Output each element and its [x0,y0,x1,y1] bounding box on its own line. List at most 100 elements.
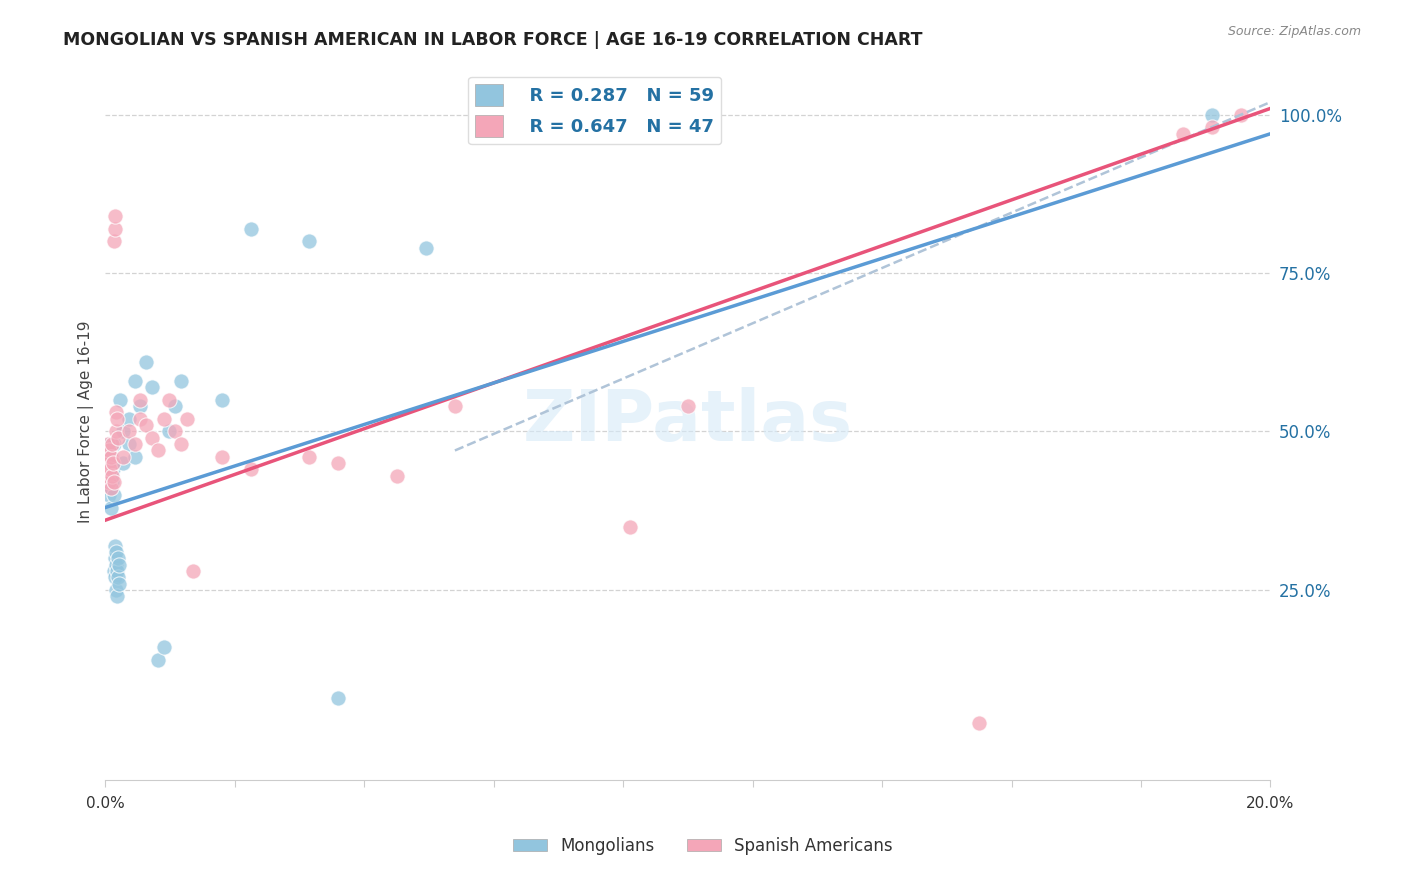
Point [118,412,141,426]
Point [103,235,125,249]
Point [104,209,127,223]
Point [1201,120,1223,135]
Point [105,405,128,419]
Y-axis label: In Labor Force | Age 16-19: In Labor Force | Age 16-19 [79,321,94,524]
Point [101,456,124,470]
Point [129,392,152,407]
Point [101,450,124,464]
Point [98,437,121,451]
Point [96,450,118,464]
Point [118,425,141,439]
Point [98,475,121,490]
Point [328,456,350,470]
Point [100,482,122,496]
Point [101,475,124,490]
Point [96,475,118,490]
Point [101,468,124,483]
Point [967,715,990,730]
Point [96,462,118,476]
Point [135,355,157,369]
Text: 0.0%: 0.0% [86,796,125,811]
Point [240,462,263,476]
Point [96,468,118,483]
Text: 20.0%: 20.0% [1246,796,1295,811]
Point [124,450,146,464]
Point [97,450,120,464]
Point [1230,108,1253,122]
Point [105,589,128,603]
Point [111,450,134,464]
Point [97,437,120,451]
Point [298,450,321,464]
Point [98,462,121,476]
Point [118,437,141,451]
Point [240,221,263,235]
Point [96,462,118,476]
Point [1201,108,1223,122]
Text: MONGOLIAN VS SPANISH AMERICAN IN LABOR FORCE | AGE 16-19 CORRELATION CHART: MONGOLIAN VS SPANISH AMERICAN IN LABOR F… [63,31,922,49]
Point [165,399,187,413]
Point [100,482,122,496]
Legend:   R = 0.287   N = 59,   R = 0.647   N = 47: R = 0.287 N = 59, R = 0.647 N = 47 [468,77,721,145]
Point [101,437,124,451]
Point [107,551,129,566]
Point [97,488,120,502]
Point [100,500,122,515]
Point [104,551,127,566]
Point [111,425,134,439]
Point [104,570,127,584]
Point [152,412,174,426]
Point [105,412,128,426]
Point [97,437,120,451]
Point [97,468,120,483]
Point [211,392,233,407]
Point [159,392,181,407]
Point [98,443,121,458]
Point [104,425,127,439]
Point [159,425,181,439]
Point [444,399,467,413]
Point [135,418,157,433]
Point [101,462,124,476]
Point [108,558,131,572]
Point [97,482,120,496]
Point [170,437,193,451]
Point [104,539,127,553]
Point [298,235,321,249]
Point [97,475,120,490]
Point [104,582,127,597]
Point [103,488,125,502]
Point [105,545,128,559]
Point [619,519,641,533]
Point [415,241,437,255]
Point [98,450,121,464]
Point [385,468,408,483]
Point [170,374,193,388]
Point [146,652,169,666]
Point [103,456,125,470]
Point [107,570,129,584]
Point [111,456,134,470]
Point [152,640,174,654]
Point [104,221,127,235]
Point [124,374,146,388]
Point [100,456,122,470]
Point [100,443,122,458]
Point [98,462,121,476]
Point [211,450,233,464]
Point [97,456,120,470]
Point [129,412,152,426]
Point [97,443,120,458]
Point [129,399,152,413]
Point [100,468,122,483]
Point [676,399,699,413]
Point [328,690,350,705]
Point [105,564,128,578]
Point [104,558,127,572]
Point [176,412,198,426]
Point [97,462,120,476]
Text: ZIPatlas: ZIPatlas [523,387,853,457]
Point [141,380,163,394]
Point [107,431,129,445]
Text: Source: ZipAtlas.com: Source: ZipAtlas.com [1227,25,1361,38]
